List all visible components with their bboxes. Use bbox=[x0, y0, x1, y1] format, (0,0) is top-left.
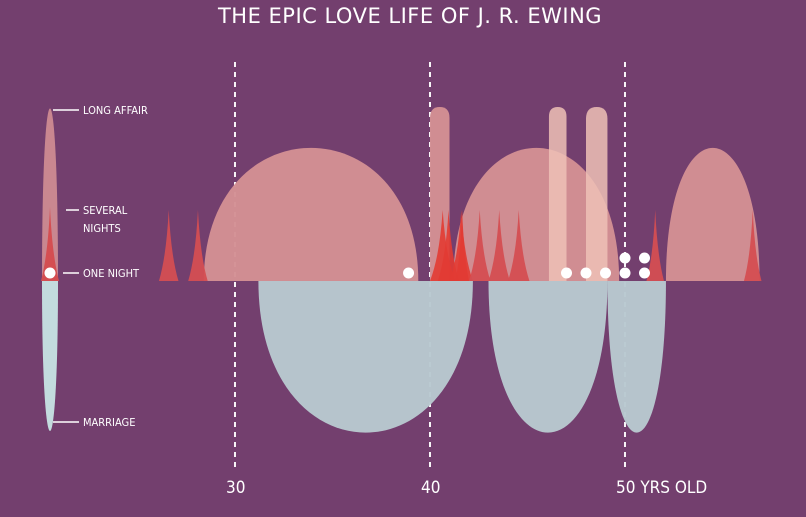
one-night-mark bbox=[639, 267, 650, 279]
legend-label-several-nights: SEVERAL NIGHTS bbox=[83, 204, 128, 235]
marriage-mark bbox=[607, 281, 666, 433]
legend-label-marriage: MARRIAGE bbox=[83, 416, 135, 429]
several-nights-mark bbox=[469, 210, 491, 281]
legend-label-one-night: ONE NIGHT bbox=[83, 267, 140, 280]
several-nights-mark bbox=[488, 210, 510, 281]
legend: LONG AFFAIR SEVERAL NIGHTS ONE NIGHT MARRIAG… bbox=[41, 104, 148, 431]
several-nights-mark bbox=[437, 210, 460, 281]
chart-title: THE EPIC LOVE LIFE OF J. R. EWING bbox=[217, 4, 602, 28]
legend-label-line: SEVERAL bbox=[83, 204, 128, 217]
one-night-series bbox=[403, 252, 650, 279]
one-night-mark bbox=[600, 267, 611, 279]
long-affair-mark bbox=[548, 107, 567, 281]
one-night-mark bbox=[619, 267, 631, 279]
one-night-mark bbox=[619, 252, 631, 264]
legend-label-line: ONE NIGHT bbox=[83, 267, 140, 280]
long-affair-mark bbox=[665, 147, 760, 281]
one-night-mark bbox=[639, 252, 650, 264]
legend-several-nights-swatch bbox=[41, 207, 59, 281]
legend-label-line: MARRIAGE bbox=[83, 416, 135, 429]
x-tick-label: 30 bbox=[226, 478, 245, 498]
legend-long-affair-swatch bbox=[42, 108, 58, 281]
legend-label-line: LONG AFFAIR bbox=[83, 104, 148, 117]
marriage-mark bbox=[258, 281, 473, 433]
one-night-mark bbox=[403, 267, 415, 279]
marriage-mark bbox=[488, 281, 608, 433]
legend-label-line: NIGHTS bbox=[83, 222, 121, 235]
several-nights-mark bbox=[743, 210, 762, 281]
legend-label-long-affair: LONG AFFAIR bbox=[83, 104, 148, 117]
x-tick-label: 40 bbox=[421, 478, 440, 498]
legend-one-night-swatch bbox=[44, 267, 56, 279]
several-nights-series bbox=[158, 210, 762, 281]
several-nights-mark bbox=[158, 210, 179, 281]
legend-marriage-swatch bbox=[42, 281, 58, 431]
several-nights-mark bbox=[188, 210, 208, 281]
several-nights-mark bbox=[455, 210, 469, 281]
several-nights-mark bbox=[508, 210, 530, 281]
several-nights-mark bbox=[646, 210, 664, 281]
x-axis-ticks: 30 40 50 YRS OLD bbox=[226, 478, 707, 498]
one-night-mark bbox=[561, 267, 572, 279]
x-tick-label: 50 YRS OLD bbox=[616, 478, 707, 498]
one-night-mark bbox=[580, 267, 592, 279]
long-affair-mark bbox=[203, 147, 419, 281]
long-affair-series bbox=[203, 107, 760, 281]
long-affair-mark bbox=[586, 107, 608, 281]
long-affair-mark bbox=[453, 147, 620, 281]
marriage-series bbox=[258, 281, 666, 433]
